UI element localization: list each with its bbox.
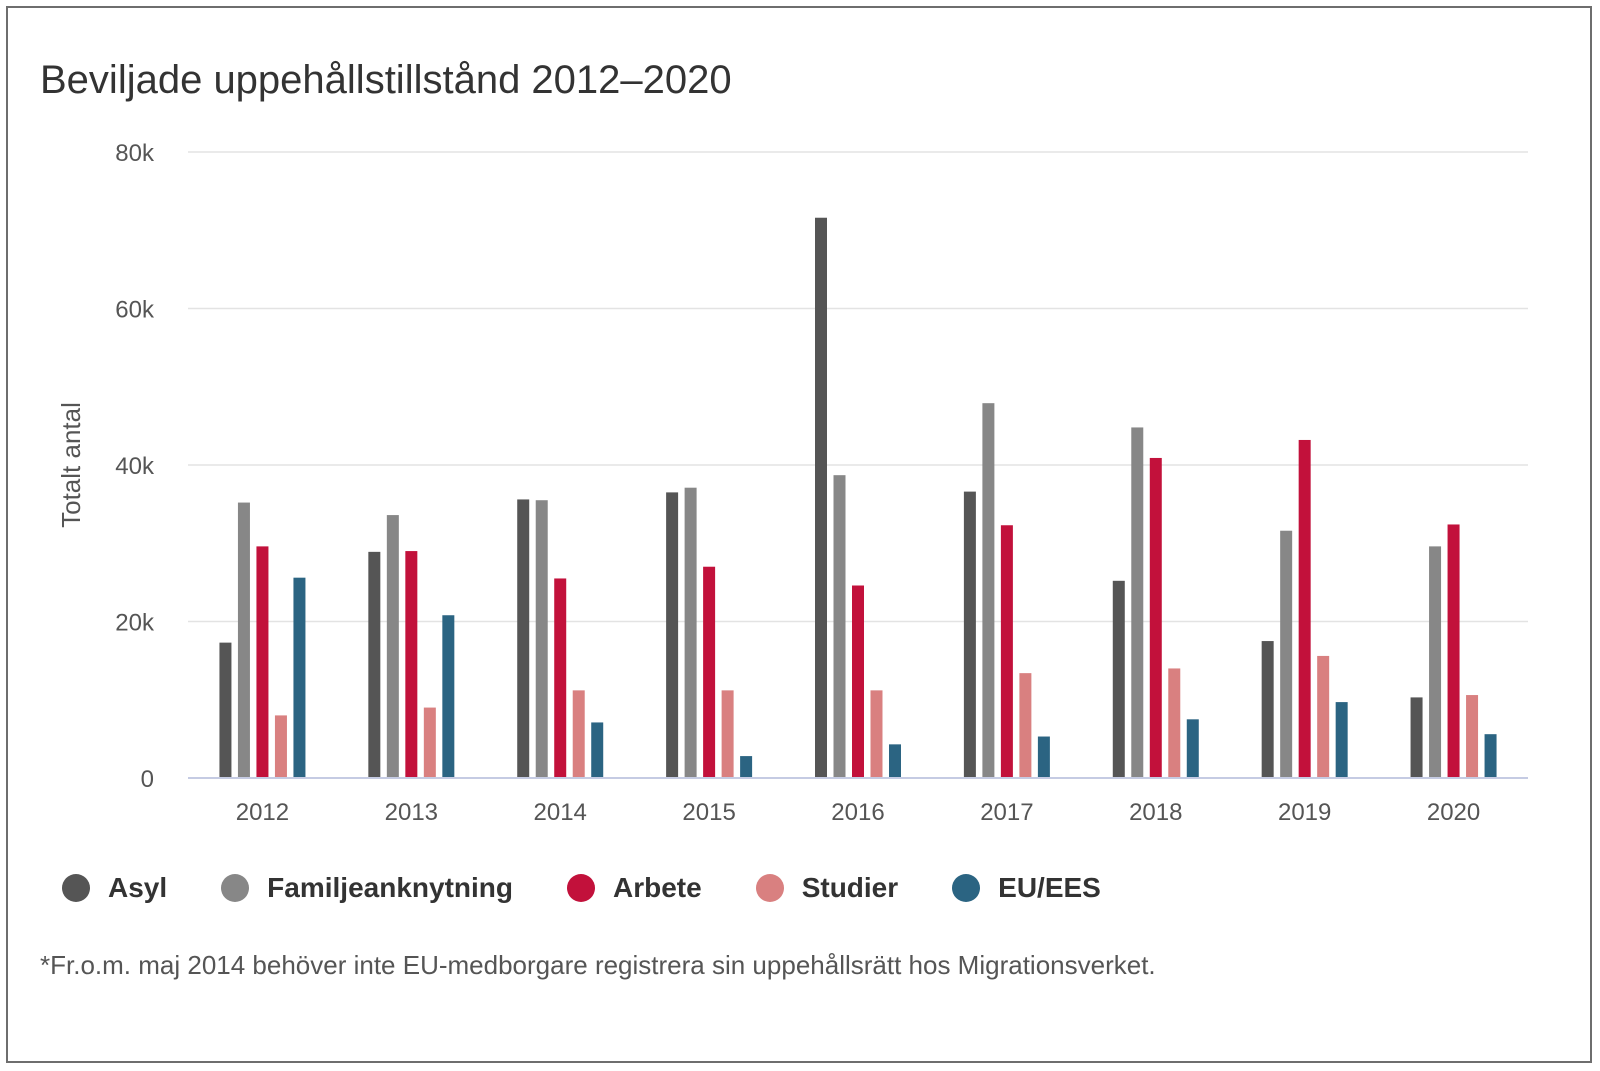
chart-frame — [6, 6, 1592, 1063]
bar-arbete-2013[interactable] — [405, 551, 418, 778]
bar-asyl-2014[interactable] — [517, 499, 530, 778]
bar-familjeanknytning-2019[interactable] — [1280, 530, 1293, 778]
bar-arbete-2016[interactable] — [852, 585, 864, 778]
bar-eu-ees-2019[interactable] — [1335, 702, 1348, 778]
bar-studier-2016[interactable] — [870, 690, 883, 778]
bar-studier-2012[interactable] — [274, 715, 287, 778]
x-tick-label: 2019 — [1278, 799, 1331, 826]
bar-studier-2014[interactable] — [572, 690, 585, 778]
bar-familjeanknytning-2018[interactable] — [1131, 427, 1144, 778]
legend-swatch — [755, 874, 784, 902]
y-tick-label: 60k — [115, 297, 155, 324]
legend-item-eu-ees[interactable]: EU/EES — [952, 872, 1101, 904]
bar-asyl-2018[interactable] — [1112, 580, 1125, 778]
x-tick-label: 2015 — [682, 799, 735, 826]
bar-arbete-2018[interactable] — [1149, 457, 1162, 778]
bar-asyl-2020[interactable] — [1410, 697, 1423, 778]
bar-familjeanknytning-2012[interactable] — [237, 502, 250, 778]
bar-asyl-2017[interactable] — [963, 491, 976, 778]
bar-eu-ees-2020[interactable] — [1484, 734, 1497, 778]
bar-asyl-2012[interactable] — [219, 642, 232, 778]
bar-eu-ees-2015[interactable] — [740, 756, 753, 778]
legend-item-asyl[interactable]: Asyl — [62, 872, 167, 904]
legend-swatch — [221, 874, 250, 902]
bar-studier-2017[interactable] — [1019, 673, 1032, 778]
bar-eu-ees-2017[interactable] — [1037, 736, 1050, 778]
x-axis-ticks: 2012 2013 2014 2015 2016 2017 2018 2019 2020 — [236, 799, 1481, 826]
x-tick-label: 2016 — [831, 799, 884, 826]
y-tick-label: 20k — [115, 610, 155, 637]
legend-label: EU/EES — [998, 872, 1101, 903]
bar-asyl-2015[interactable] — [666, 492, 679, 778]
legend-swatch — [952, 874, 981, 902]
y-tick-label: 40k — [115, 453, 155, 480]
bar-asyl-2016[interactable] — [815, 217, 827, 779]
y-tick-label: 80k — [115, 140, 155, 167]
legend-label: Arbete — [612, 872, 702, 903]
legend: Asyl Familjeanknytning Arbete Studier EU/EES — [62, 868, 1155, 908]
legend-label: Familjeanknytning — [267, 872, 513, 903]
bars — [219, 217, 1497, 779]
legend-item-familjeanknytning[interactable]: Familjeanknytning — [221, 872, 513, 904]
y-axis-ticks: 0 20k 40k 60k 80k — [115, 140, 155, 793]
bar-arbete-2017[interactable] — [1000, 525, 1013, 778]
bar-familjeanknytning-2017[interactable] — [982, 403, 995, 778]
y-axis-label: Totalt antal — [56, 402, 86, 528]
bar-eu-ees-2012[interactable] — [293, 577, 306, 778]
bar-familjeanknytning-2020[interactable] — [1429, 546, 1442, 778]
x-tick-label: 2018 — [1129, 799, 1182, 826]
bar-arbete-2019[interactable] — [1298, 439, 1311, 778]
bar-studier-2020[interactable] — [1466, 695, 1479, 778]
bar-eu-ees-2014[interactable] — [591, 722, 604, 778]
legend-item-studier[interactable]: Studier — [755, 872, 899, 904]
x-tick-label: 2017 — [980, 799, 1033, 826]
bar-arbete-2012[interactable] — [256, 546, 269, 778]
bar-studier-2019[interactable] — [1317, 655, 1330, 778]
bar-arbete-2020[interactable] — [1447, 524, 1460, 778]
bar-familjeanknytning-2014[interactable] — [535, 500, 548, 778]
legend-swatch — [566, 874, 595, 902]
x-tick-label: 2013 — [385, 799, 438, 826]
x-tick-label: 2014 — [534, 799, 587, 826]
bar-familjeanknytning-2016[interactable] — [833, 475, 846, 778]
bar-eu-ees-2013[interactable] — [442, 615, 455, 778]
x-tick-label: 2020 — [1427, 799, 1480, 826]
bar-asyl-2019[interactable] — [1261, 641, 1274, 778]
bar-eu-ees-2016[interactable] — [889, 744, 901, 778]
y-tick-label: 0 — [141, 766, 154, 793]
legend-label: Asyl — [108, 872, 168, 903]
x-tick-label: 2012 — [236, 799, 289, 826]
legend-label: Studier — [801, 872, 899, 903]
bar-studier-2015[interactable] — [721, 690, 734, 778]
legend-swatch — [62, 874, 90, 902]
bar-familjeanknytning-2015[interactable] — [684, 487, 697, 778]
bar-arbete-2015[interactable] — [703, 566, 716, 778]
bar-familjeanknytning-2013[interactable] — [386, 515, 399, 778]
bar-asyl-2013[interactable] — [368, 551, 381, 778]
bar-studier-2013[interactable] — [423, 707, 436, 778]
chart-title: Beviljade uppehållstillstånd 2012–2020 — [40, 58, 732, 102]
bar-studier-2018[interactable] — [1168, 668, 1181, 778]
legend-item-arbete[interactable]: Arbete — [566, 872, 702, 904]
bar-arbete-2014[interactable] — [554, 578, 567, 778]
footnote: *Fr.o.m. maj 2014 behöver inte EU-medbor… — [40, 950, 1156, 980]
bar-eu-ees-2018[interactable] — [1186, 719, 1199, 778]
